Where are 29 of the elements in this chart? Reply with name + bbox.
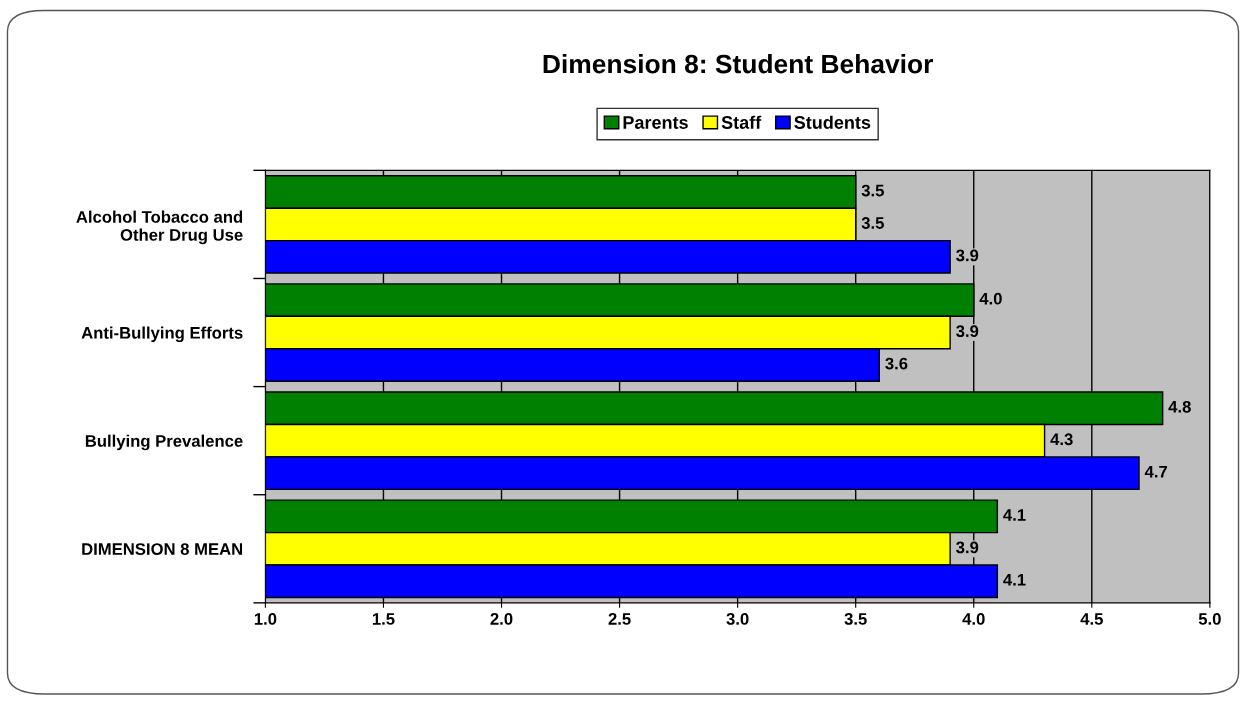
data-label: 4.8 [1168,400,1191,413]
data-label: 4.1 [1003,574,1026,586]
data-label: 3.9 [956,249,979,262]
data-label: 4.0 [979,292,1002,305]
x-tick-label: 1.0 [254,613,277,625]
x-tick-label: 2.0 [490,613,513,625]
x-tick-label: 5.0 [1198,613,1221,625]
legend-label: Students [794,115,871,129]
x-tick-label: 3.5 [844,613,867,625]
legend-label: Staff [721,115,762,129]
legend-label: Parents [623,116,688,129]
y-tick-label: Alcohol Tobacco and Other Drug Use [76,210,243,245]
x-tick-label: 3.0 [726,613,749,625]
data-label: 3.6 [885,357,908,370]
data-label: 4.3 [1050,433,1073,446]
x-tick-label: 1.5 [372,613,395,625]
x-tick-label: 2.5 [608,613,631,625]
data-label: 4.1 [1003,509,1026,521]
x-tick-label: 4.0 [962,613,985,625]
data-label: 3.9 [956,325,979,338]
y-tick-label: DIMENSION 8 MEAN [82,543,243,555]
x-tick-label: 4.5 [1080,613,1103,625]
data-label: 3.5 [861,184,884,197]
data-label: 3.5 [861,217,884,229]
y-tick-label: Bullying Prevalence [85,434,243,451]
data-label: 3.9 [956,541,979,554]
chart-title: Dimension 8: Student Behavior [543,54,933,74]
y-tick-label: Anti-Bullying Efforts [81,326,243,343]
data-label: 4.7 [1144,465,1168,478]
